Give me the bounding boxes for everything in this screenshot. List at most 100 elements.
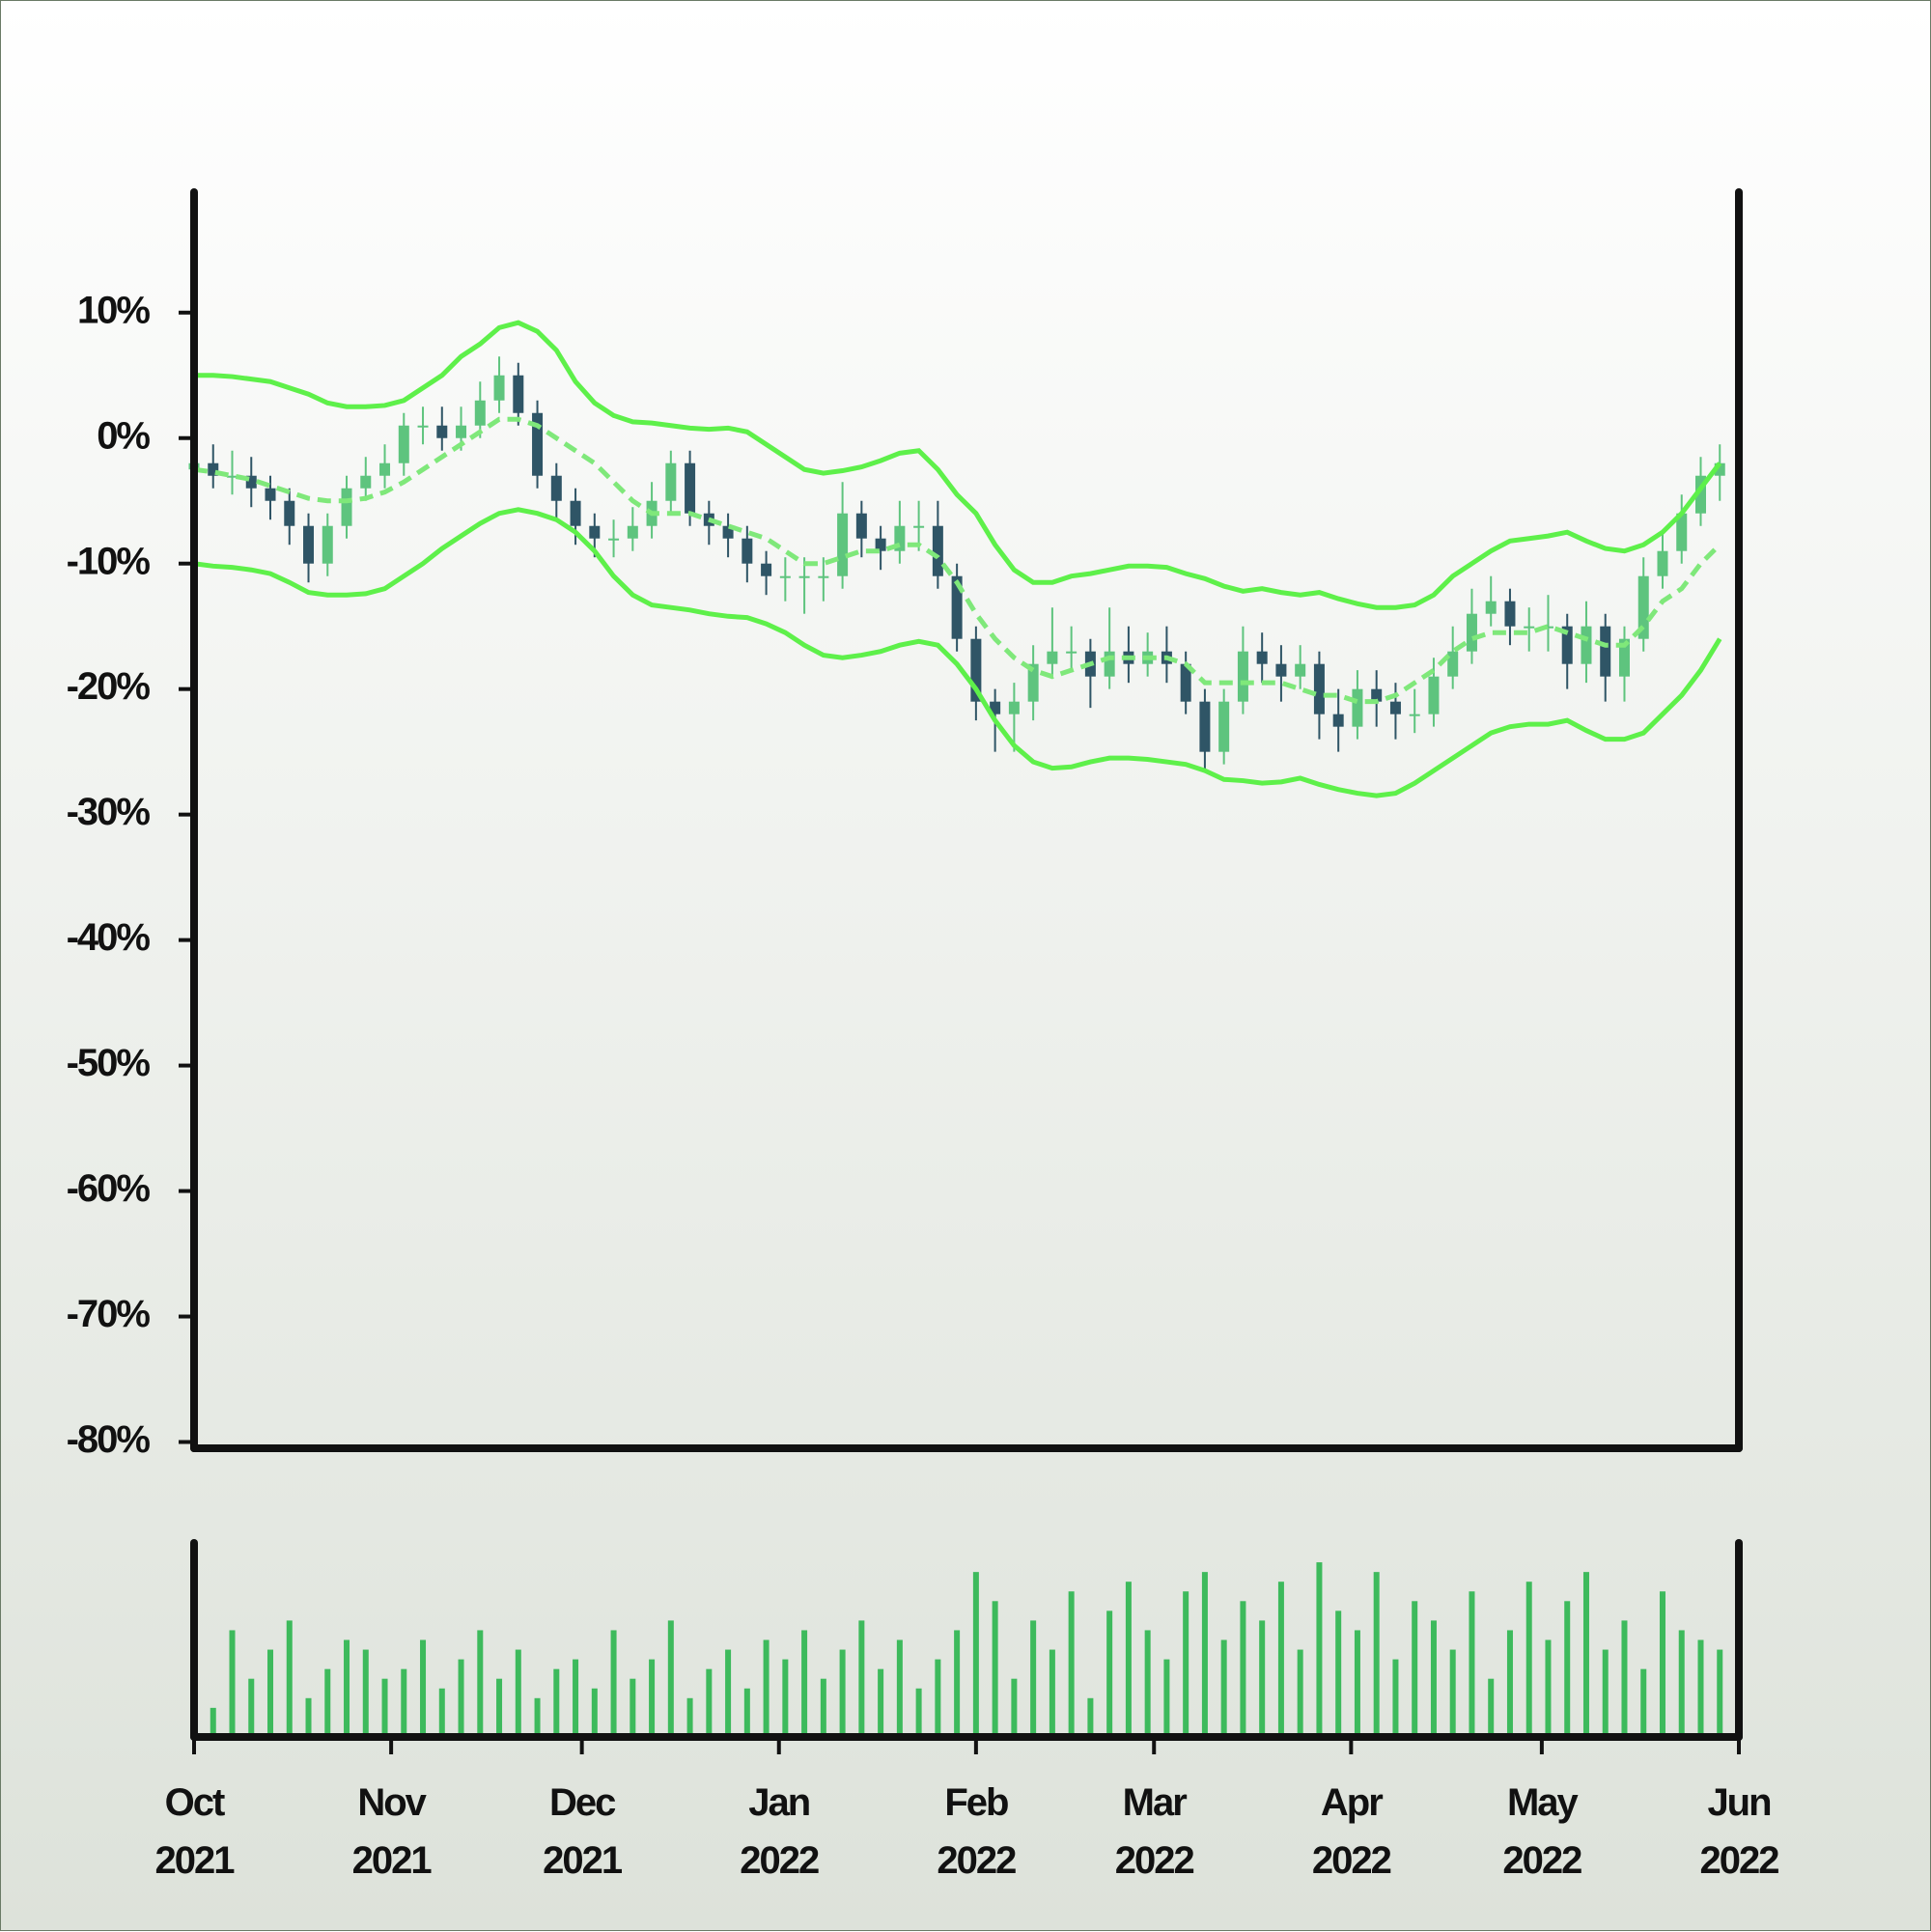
band-line bbox=[194, 320, 1722, 610]
volume-bar bbox=[686, 1697, 693, 1737]
candle-body bbox=[1485, 601, 1497, 614]
volume-bar bbox=[381, 1678, 388, 1737]
volume-bar bbox=[1163, 1659, 1170, 1737]
x-tick-label: Jun 2022 bbox=[1699, 1781, 1780, 1882]
candle-body bbox=[245, 475, 257, 489]
volume-bar bbox=[305, 1697, 312, 1737]
candle-body bbox=[798, 575, 810, 578]
candle-body bbox=[1256, 651, 1268, 664]
x-tick-label: Dec 2021 bbox=[543, 1781, 623, 1882]
volume-bar bbox=[1392, 1659, 1399, 1737]
volume-bar bbox=[820, 1678, 826, 1737]
candle-body bbox=[1504, 601, 1516, 627]
volume-bar bbox=[1430, 1620, 1437, 1737]
candle-body bbox=[608, 538, 620, 541]
volume-bar bbox=[1678, 1630, 1685, 1737]
volume-bar bbox=[1659, 1591, 1665, 1737]
volume-bar bbox=[1469, 1591, 1475, 1737]
volume-bar bbox=[438, 1688, 445, 1737]
candle-body bbox=[1524, 626, 1535, 629]
volume-bar bbox=[344, 1639, 350, 1737]
volume-bar bbox=[992, 1601, 998, 1737]
candle-body bbox=[1104, 651, 1115, 677]
candle-body bbox=[1561, 626, 1573, 664]
candle-body bbox=[322, 525, 333, 564]
volume-bar bbox=[896, 1639, 903, 1737]
volume-bar bbox=[1354, 1630, 1360, 1737]
candle-body bbox=[1694, 475, 1706, 514]
volume-bar bbox=[706, 1668, 713, 1737]
y-tick-label: -30% bbox=[67, 791, 151, 833]
candle-body bbox=[570, 500, 581, 526]
volume-bar bbox=[210, 1707, 216, 1737]
volume-bar bbox=[1564, 1601, 1571, 1737]
candle-body bbox=[627, 525, 638, 539]
candle-body bbox=[360, 475, 372, 489]
candle-body bbox=[493, 375, 505, 401]
candle-body bbox=[665, 462, 677, 501]
volume-bar bbox=[573, 1659, 579, 1737]
volume-bar bbox=[1087, 1697, 1094, 1737]
volume-bar bbox=[1068, 1591, 1075, 1737]
x-tick-label: Nov 2021 bbox=[351, 1781, 433, 1882]
volume-bar bbox=[1373, 1572, 1380, 1737]
candle-body bbox=[722, 525, 734, 539]
volume-bar bbox=[1316, 1562, 1323, 1737]
volume-bar bbox=[915, 1688, 922, 1737]
candle-body bbox=[1332, 714, 1344, 727]
candle-body bbox=[532, 412, 544, 476]
volume-bar bbox=[267, 1649, 274, 1737]
volume-bar bbox=[420, 1639, 427, 1737]
y-tick-label: 10% bbox=[77, 289, 150, 331]
volume-bar bbox=[1125, 1582, 1132, 1737]
candle-body bbox=[951, 575, 963, 639]
candle-body bbox=[1218, 701, 1230, 752]
x-tick-label: Feb 2022 bbox=[937, 1781, 1017, 1882]
candle-body bbox=[1409, 714, 1420, 716]
candle-body bbox=[208, 462, 219, 476]
y-tick-label: 0% bbox=[97, 414, 150, 457]
candle-body bbox=[341, 488, 352, 526]
candle-body bbox=[761, 563, 772, 576]
volume-bar bbox=[725, 1649, 732, 1737]
volume-bar bbox=[401, 1668, 407, 1737]
volume-bar bbox=[229, 1630, 236, 1737]
candle-body bbox=[1066, 651, 1077, 654]
y-tick-label: -60% bbox=[67, 1167, 151, 1210]
candle-body bbox=[1027, 663, 1039, 702]
candle-body bbox=[818, 575, 829, 578]
candle-body bbox=[894, 525, 906, 551]
volume-bar bbox=[782, 1659, 789, 1737]
candle-body bbox=[1657, 550, 1668, 576]
candle-body bbox=[1447, 651, 1459, 677]
candle-body bbox=[855, 513, 867, 539]
band-line bbox=[193, 416, 1722, 705]
volume-bar bbox=[553, 1668, 560, 1737]
volume-bar bbox=[1030, 1620, 1037, 1737]
candle-body bbox=[1352, 688, 1363, 727]
x-tick-label: Oct 2021 bbox=[154, 1781, 236, 1882]
candle-body bbox=[1371, 688, 1383, 702]
candle-body bbox=[685, 462, 696, 514]
volume-bar bbox=[1240, 1601, 1246, 1737]
x-tick-label: Mar 2022 bbox=[1114, 1781, 1195, 1882]
x-tick-label: May 2022 bbox=[1502, 1781, 1582, 1882]
y-tick-label: -50% bbox=[67, 1042, 151, 1084]
candle-body bbox=[1581, 626, 1592, 664]
candle-body bbox=[1618, 638, 1630, 677]
candle-body bbox=[875, 538, 886, 551]
candle-body bbox=[513, 375, 524, 413]
volume-bar bbox=[1697, 1639, 1704, 1737]
volume-bar bbox=[972, 1572, 979, 1737]
volume-bar bbox=[248, 1678, 255, 1737]
volume-bar bbox=[591, 1688, 598, 1737]
y-tick-label: -80% bbox=[67, 1418, 151, 1461]
y-tick-label: -20% bbox=[67, 665, 151, 708]
volume-bar bbox=[1011, 1678, 1018, 1737]
volume-bar bbox=[286, 1620, 293, 1737]
volume-bar bbox=[878, 1668, 884, 1737]
candle-body bbox=[1275, 663, 1287, 677]
candle-body bbox=[436, 425, 448, 438]
